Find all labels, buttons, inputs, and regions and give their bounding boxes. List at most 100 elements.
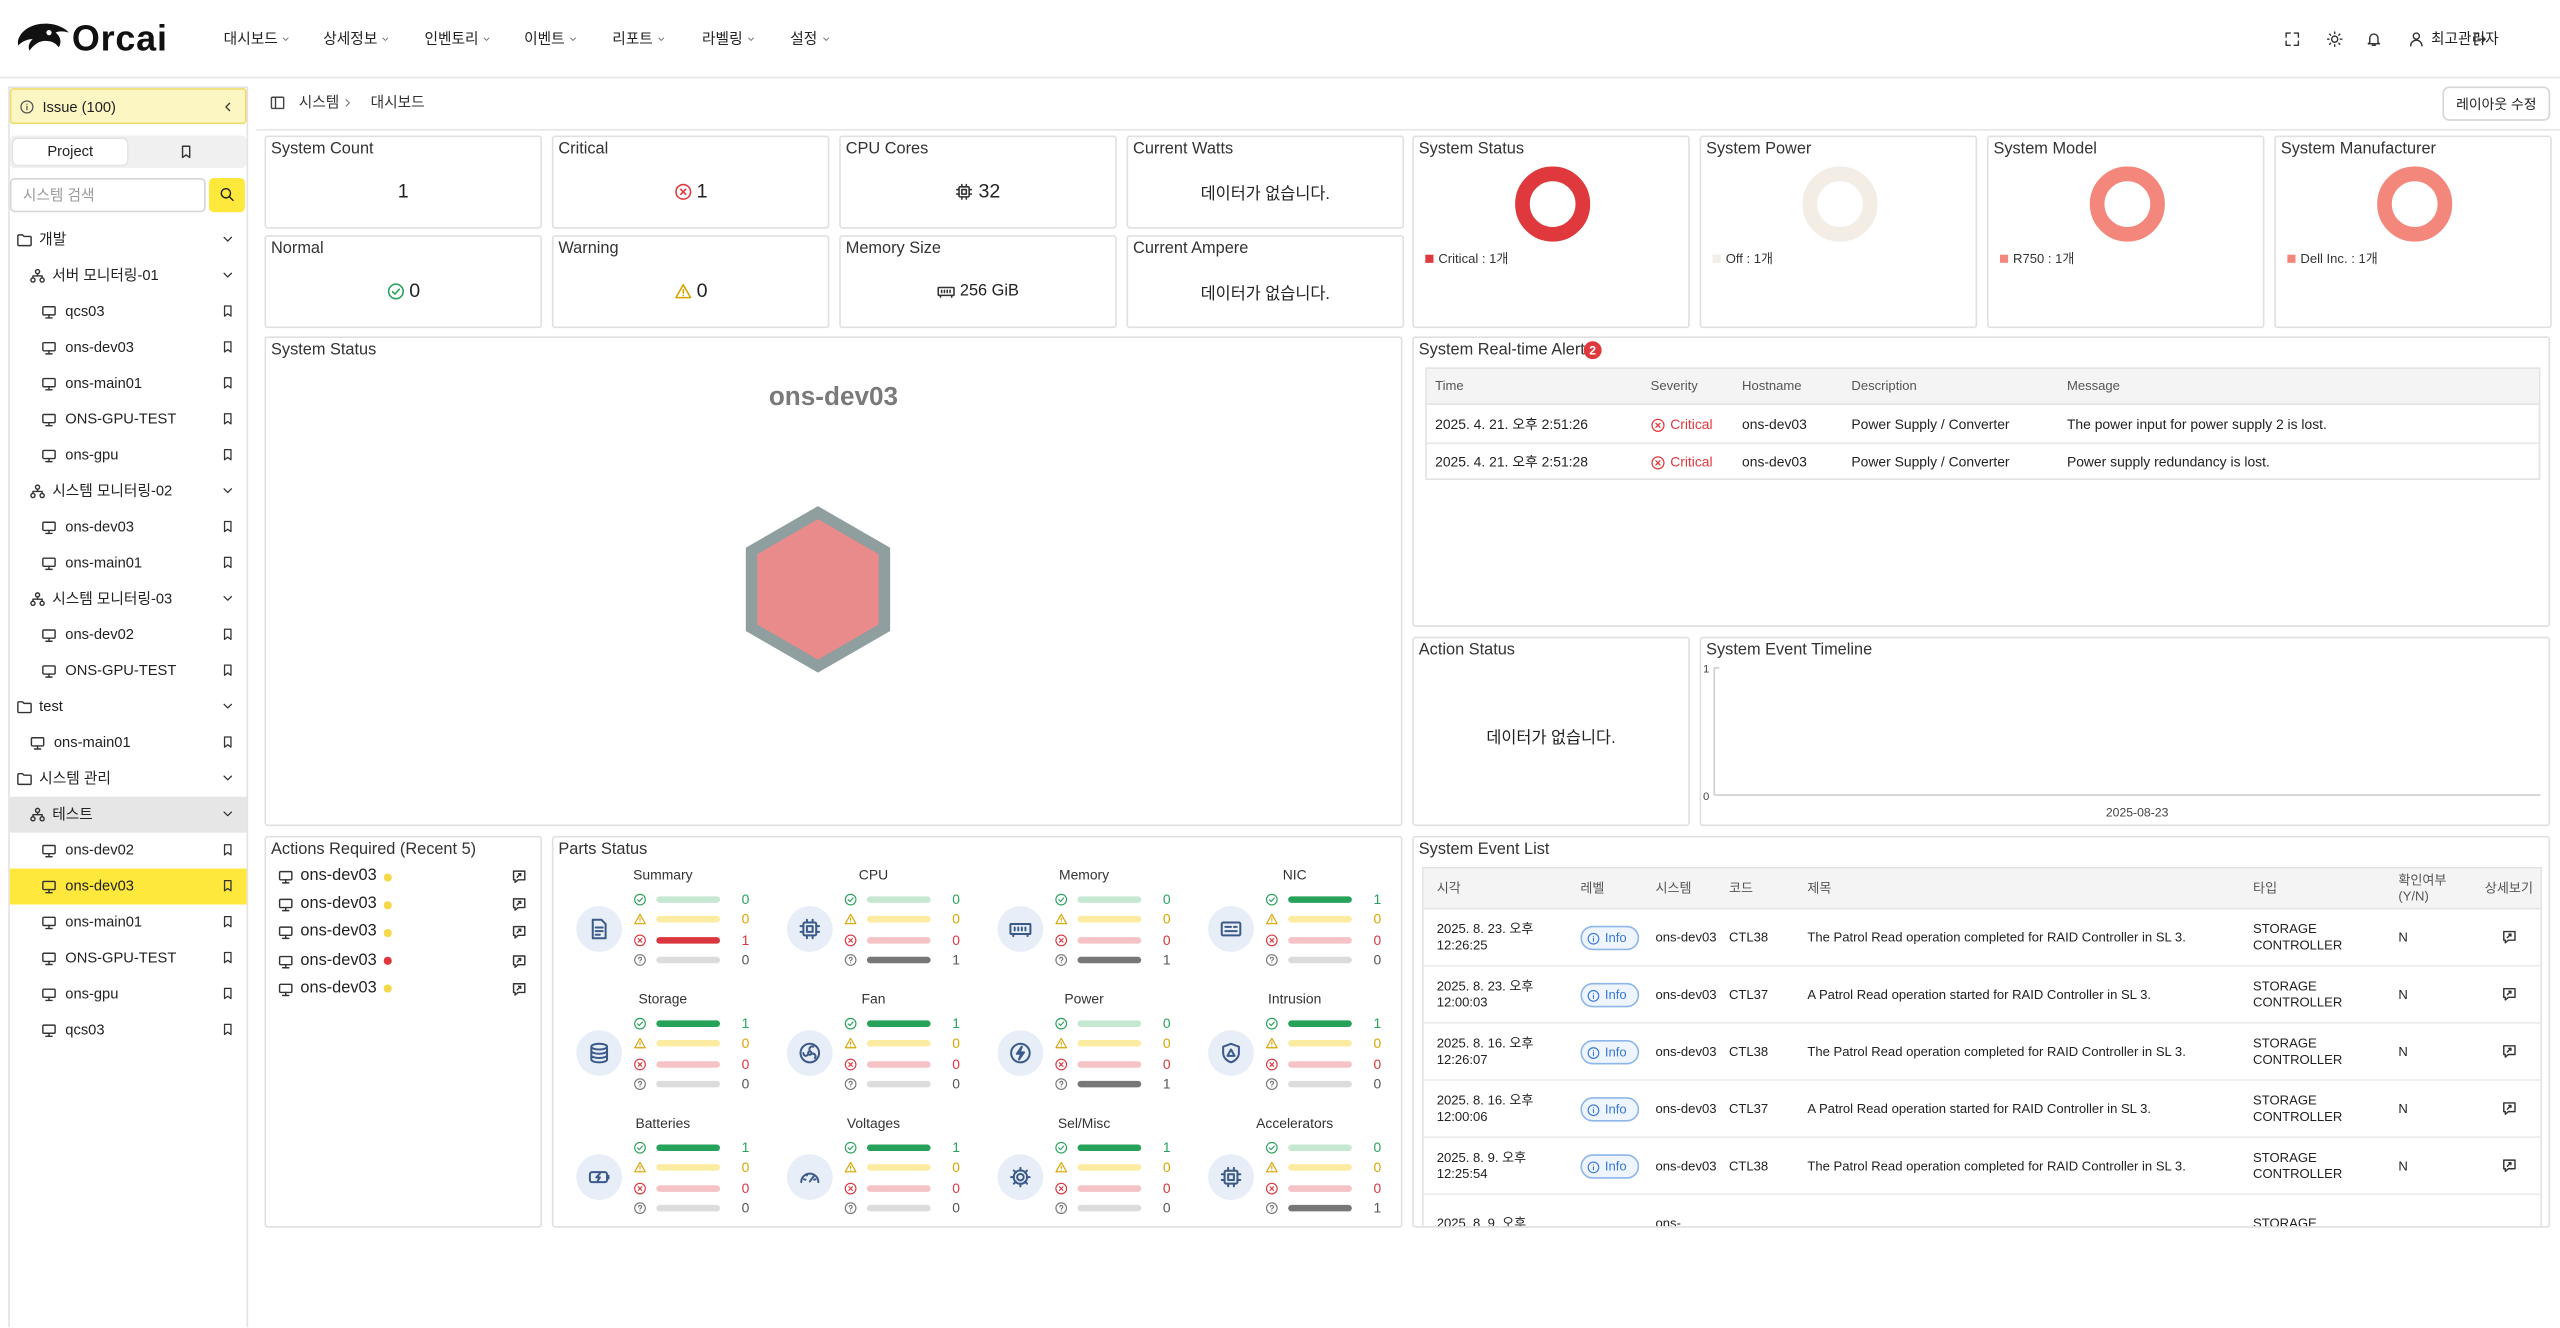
nav-item[interactable]: 상세정보	[323, 30, 378, 47]
icon-shape	[2330, 35, 2339, 43]
tree-item[interactable]: ons-main01	[10, 725, 247, 761]
alert-cell: Power Supply / Converter	[1851, 453, 2010, 470]
tree-item[interactable]: 시스템 모니터링-03	[10, 581, 247, 617]
tree-item[interactable]: ons-main01	[10, 545, 247, 581]
layout-button-label: 레이아웃 수정	[2456, 95, 2537, 113]
icon	[42, 952, 56, 966]
icon-shape	[516, 872, 522, 878]
part-count: 0	[1373, 1035, 1382, 1052]
action-host[interactable]: ons-dev03	[300, 866, 377, 885]
stat-value-text: 0	[409, 279, 421, 303]
nav-item[interactable]: 인벤토리	[424, 30, 479, 47]
icon-shape	[1058, 1185, 1064, 1191]
event-cell: The Patrol Read operation completed for …	[1807, 1043, 2186, 1059]
tree-item[interactable]: ons-dev02	[10, 617, 247, 653]
nav-item[interactable]: 이벤트	[524, 30, 565, 47]
part-count: 0	[741, 1199, 750, 1216]
icon	[1587, 1047, 1600, 1059]
tree-item[interactable]: 개발	[10, 222, 247, 258]
tree-item[interactable]: ons-dev03	[10, 509, 247, 545]
tree-item[interactable]: 시스템 모니터링-02	[10, 473, 247, 509]
icon	[278, 898, 293, 912]
action-host[interactable]: ons-dev03	[300, 951, 377, 970]
icon	[634, 1078, 646, 1090]
icon-shape	[45, 888, 53, 894]
action-host[interactable]: ons-dev03	[300, 979, 377, 998]
icon	[1265, 953, 1278, 966]
event-row[interactable]: 2025. 8. 16. 오후 12:00:06 Info ons-dev03 CTL…	[1423, 1081, 2541, 1138]
tree-item[interactable]: ONS-GPU-TEST	[10, 402, 247, 438]
part-count: 1	[1162, 1075, 1171, 1092]
layout-button[interactable]: 레이아웃 수정	[2442, 86, 2551, 121]
tree-item[interactable]: ONS-GPU-TEST	[10, 940, 247, 976]
panel: Parts Status Summary 0 0 1 0 CPU 0 0 0 1 Memory 0 0 0 1…	[551, 835, 1403, 1228]
event-row[interactable]: 2025. 8. 9. 오후 ons- STORAGE	[1424, 1195, 2541, 1226]
tree-item[interactable]: 테스트	[9, 796, 247, 833]
tree-item[interactable]: 서버 모니터링-01	[10, 258, 247, 294]
tree-item[interactable]: ons-dev02	[10, 833, 247, 869]
icon-shape	[2506, 1047, 2512, 1053]
part-name: Storage	[638, 990, 688, 1007]
icon-shape	[1058, 937, 1064, 943]
icon-shape	[223, 236, 233, 242]
tree-item[interactable]: ons-gpu	[10, 976, 247, 1012]
user-name[interactable]: 최고관리자	[2431, 30, 2499, 47]
nav-item[interactable]: 대시보드	[223, 30, 278, 47]
part-bar	[1288, 1080, 1352, 1088]
tree-item[interactable]: qcs03	[10, 1012, 247, 1048]
event-cell: STORAGE CONTROLLER	[2253, 920, 2343, 953]
icon-shape	[1269, 1080, 1274, 1088]
action-host[interactable]: ons-dev03	[300, 894, 377, 913]
icon	[588, 1171, 610, 1184]
event-row[interactable]: 2025. 8. 23. 오후 12:00:03 Info ons-dev03 CTL…	[1423, 967, 2541, 1024]
part-count: 0	[1162, 891, 1171, 908]
icon	[844, 1017, 857, 1030]
event-row[interactable]: 2025. 8. 23. 오후 12:26:25 Info ons-dev03 CTL…	[1423, 909, 2541, 967]
icon	[42, 665, 56, 678]
part-bar	[1077, 1060, 1142, 1068]
icon-shape	[17, 234, 32, 247]
icon-shape	[33, 745, 42, 750]
panel-title: System Count	[271, 140, 374, 159]
icon	[956, 182, 973, 200]
icon-shape	[223, 1023, 232, 1036]
part-count: 0	[1373, 1139, 1382, 1156]
search-input[interactable]: 시스템 검색	[9, 177, 206, 213]
part-count: 1	[952, 1139, 960, 1156]
tree-label: 서버 모니터링-01	[52, 266, 159, 284]
icon	[282, 37, 289, 41]
icon	[223, 341, 232, 353]
part-count: 0	[1162, 1015, 1171, 1032]
tree-item[interactable]: ons-gpu	[10, 438, 247, 474]
panel-title: Memory Size	[845, 239, 941, 258]
status-dot	[383, 984, 392, 994]
icon	[223, 1023, 232, 1036]
event-row[interactable]: 2025. 8. 9. 오후 12:25:54 Info ons-dev03 CTL3…	[1423, 1138, 2541, 1196]
tree-item[interactable]: 시스템 관리	[10, 761, 247, 797]
tree-item[interactable]: ons-main01	[10, 366, 247, 402]
icon-shape	[223, 520, 232, 533]
tree-item[interactable]: ONS-GPU-TEST	[10, 653, 247, 689]
tab-project[interactable]: Project	[13, 138, 128, 165]
tree-item[interactable]: ons-dev03	[10, 330, 247, 366]
tree-item[interactable]: ons-dev03	[9, 868, 247, 905]
icon-shape	[1220, 921, 1242, 937]
alert-column: Time	[1435, 378, 1464, 394]
event-row[interactable]: 2025. 8. 16. 오후 12:26:07 Info ons-dev03 CTL…	[1423, 1024, 2541, 1081]
action-host[interactable]: ons-dev03	[300, 923, 377, 942]
nav-item[interactable]: 라벨링	[702, 30, 743, 47]
tree-label: qcs03	[65, 302, 105, 320]
tree-item[interactable]: test	[10, 689, 247, 725]
nav-item[interactable]: 리포트	[612, 30, 653, 47]
icon	[1055, 1202, 1068, 1214]
tree-item[interactable]: qcs03	[10, 294, 247, 330]
level-label: Info	[1604, 1102, 1627, 1117]
icon	[1055, 1141, 1068, 1154]
issue-box[interactable]: Issue (100)	[9, 88, 247, 125]
nav-item[interactable]: 설정	[790, 30, 818, 47]
part-icon-bg	[786, 1030, 833, 1076]
search-button[interactable]	[208, 177, 245, 213]
part-name: Intrusion	[1268, 990, 1322, 1007]
panel-title: Parts Status	[558, 840, 648, 859]
tree-item[interactable]: ons-main01	[10, 904, 247, 940]
